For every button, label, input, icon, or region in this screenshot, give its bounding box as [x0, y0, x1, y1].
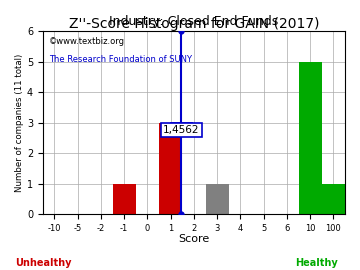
Bar	[322, 184, 345, 214]
Y-axis label: Number of companies (11 total): Number of companies (11 total)	[15, 53, 24, 192]
Text: Healthy: Healthy	[296, 258, 338, 268]
Text: ©www.textbiz.org: ©www.textbiz.org	[49, 37, 125, 46]
Bar	[159, 123, 182, 214]
Text: The Research Foundation of SUNY: The Research Foundation of SUNY	[49, 55, 192, 64]
Bar	[298, 62, 322, 214]
Bar	[112, 184, 136, 214]
X-axis label: Score: Score	[178, 234, 210, 244]
Text: 1,4562: 1,4562	[163, 125, 199, 135]
Title: Z''-Score Histogram for GAIN (2017): Z''-Score Histogram for GAIN (2017)	[69, 17, 319, 31]
Bar	[206, 184, 229, 214]
Text: Unhealthy: Unhealthy	[15, 258, 71, 268]
Text: Industry: Closed End Funds: Industry: Closed End Funds	[109, 15, 279, 28]
